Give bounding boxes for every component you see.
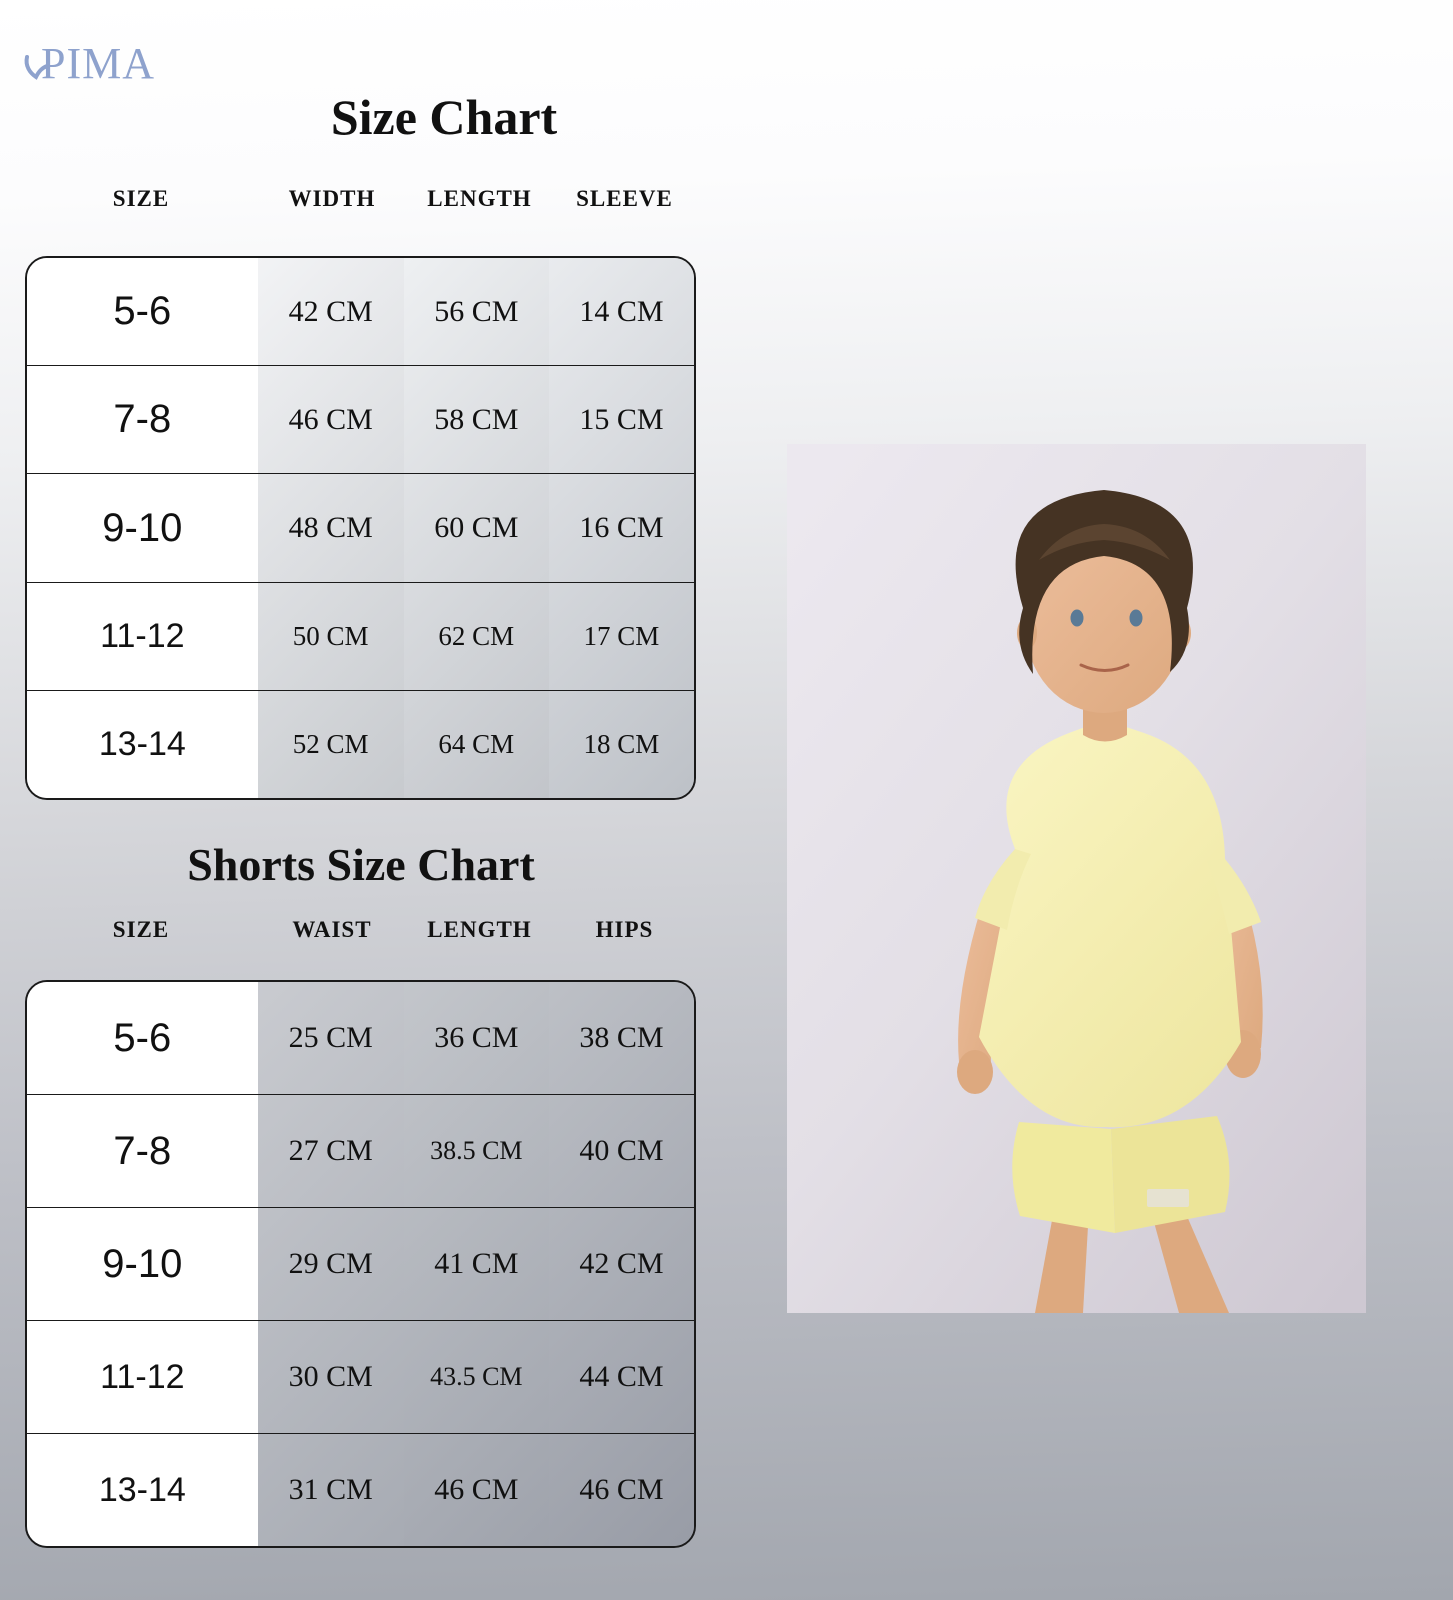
svg-text:PIMA: PIMA <box>41 39 155 88</box>
